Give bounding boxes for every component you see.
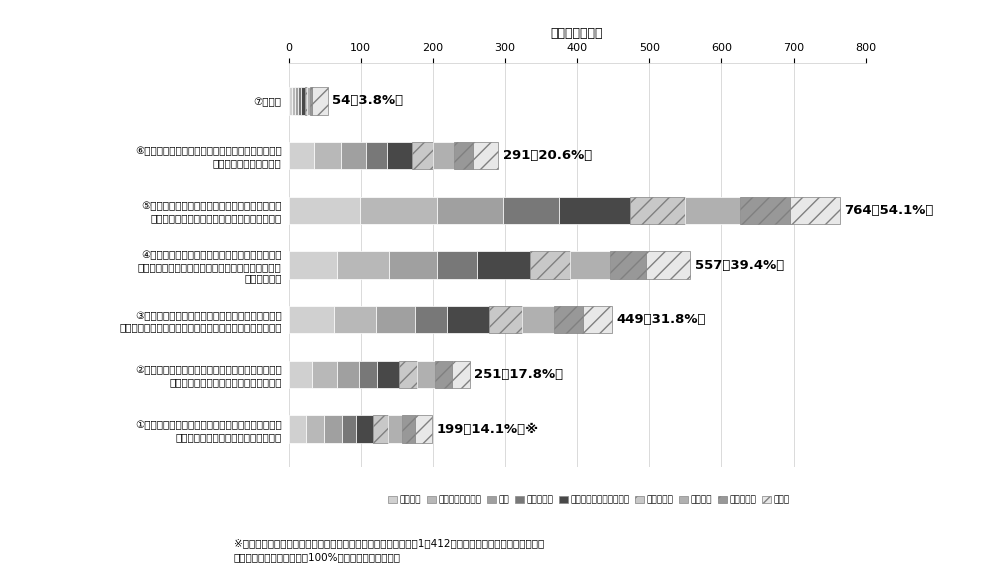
Bar — [570, 251, 609, 279]
Bar — [324, 416, 341, 443]
Bar — [558, 197, 629, 224]
Bar — [454, 142, 473, 169]
Bar — [312, 361, 337, 388]
Bar — [629, 197, 685, 224]
Bar — [307, 87, 310, 115]
Text: 251（17.8%）: 251（17.8%） — [473, 368, 563, 381]
Bar — [477, 251, 529, 279]
Bar — [387, 142, 412, 169]
Bar — [416, 361, 434, 388]
Bar — [503, 197, 558, 224]
Bar — [288, 87, 291, 115]
Bar — [376, 306, 414, 333]
Bar — [359, 361, 377, 388]
Bar — [437, 197, 503, 224]
Bar — [288, 416, 305, 443]
Bar — [304, 87, 307, 115]
Text: 54（3.8%）: 54（3.8%） — [332, 95, 403, 108]
Bar — [521, 306, 554, 333]
Bar — [473, 142, 498, 169]
Bar — [389, 251, 436, 279]
Bar — [789, 197, 839, 224]
Bar — [337, 361, 359, 388]
Bar — [414, 416, 431, 443]
Text: ※各選択肢の選択者数（人）、及び当該調査項目の総回答者数（1，412人）に対する割合（％）を示す。
　複数回答のため、合計が100%を超えることに留意。: ※各選択肢の選択者数（人）、及び当該調査項目の総回答者数（1，412人）に対する… — [234, 539, 544, 563]
Bar — [489, 306, 521, 333]
Bar — [436, 251, 477, 279]
Bar — [685, 197, 740, 224]
Bar — [414, 306, 447, 333]
Bar — [412, 142, 433, 169]
Text: 199（14.1%）※: 199（14.1%）※ — [436, 422, 538, 435]
Bar — [366, 142, 387, 169]
Bar — [609, 251, 645, 279]
Text: 449（31.8%）: 449（31.8%） — [616, 314, 706, 326]
Bar — [645, 251, 690, 279]
Bar — [336, 251, 389, 279]
Text: 764（54.1%）: 764（54.1%） — [843, 204, 932, 217]
Bar — [447, 306, 489, 333]
Legend: 情報通信, ライフサイエンス, 環境, エネルギー, ナノテクノロジー・材料, ものづくり, 社会基盤, 宇宙・海洋, その他: 情報通信, ライフサイエンス, 環境, エネルギー, ナノテクノロジー・材料, … — [384, 492, 792, 508]
Bar — [377, 361, 399, 388]
Bar — [312, 87, 327, 115]
Bar — [288, 197, 360, 224]
Bar — [295, 87, 298, 115]
Bar — [334, 306, 376, 333]
Bar — [301, 87, 304, 115]
Bar — [582, 306, 612, 333]
Text: 291（20.6%）: 291（20.6%） — [502, 149, 591, 162]
Bar — [399, 361, 416, 388]
Bar — [313, 142, 341, 169]
Bar — [288, 306, 334, 333]
Bar — [740, 197, 789, 224]
Text: 557（39.4%）: 557（39.4%） — [694, 259, 783, 271]
Bar — [298, 87, 301, 115]
Bar — [291, 87, 295, 115]
Bar — [341, 142, 366, 169]
Bar — [388, 416, 402, 443]
Bar — [373, 416, 388, 443]
Bar — [554, 306, 582, 333]
X-axis label: 選択者数（人）: 選択者数（人） — [551, 27, 602, 40]
Bar — [360, 197, 437, 224]
Bar — [288, 361, 312, 388]
Bar — [434, 361, 451, 388]
Bar — [288, 251, 336, 279]
Bar — [433, 142, 454, 169]
Bar — [305, 416, 324, 443]
Bar — [341, 416, 356, 443]
Bar — [310, 87, 312, 115]
Bar — [451, 361, 469, 388]
Bar — [288, 142, 313, 169]
Bar — [356, 416, 373, 443]
Bar — [402, 416, 414, 443]
Bar — [529, 251, 570, 279]
